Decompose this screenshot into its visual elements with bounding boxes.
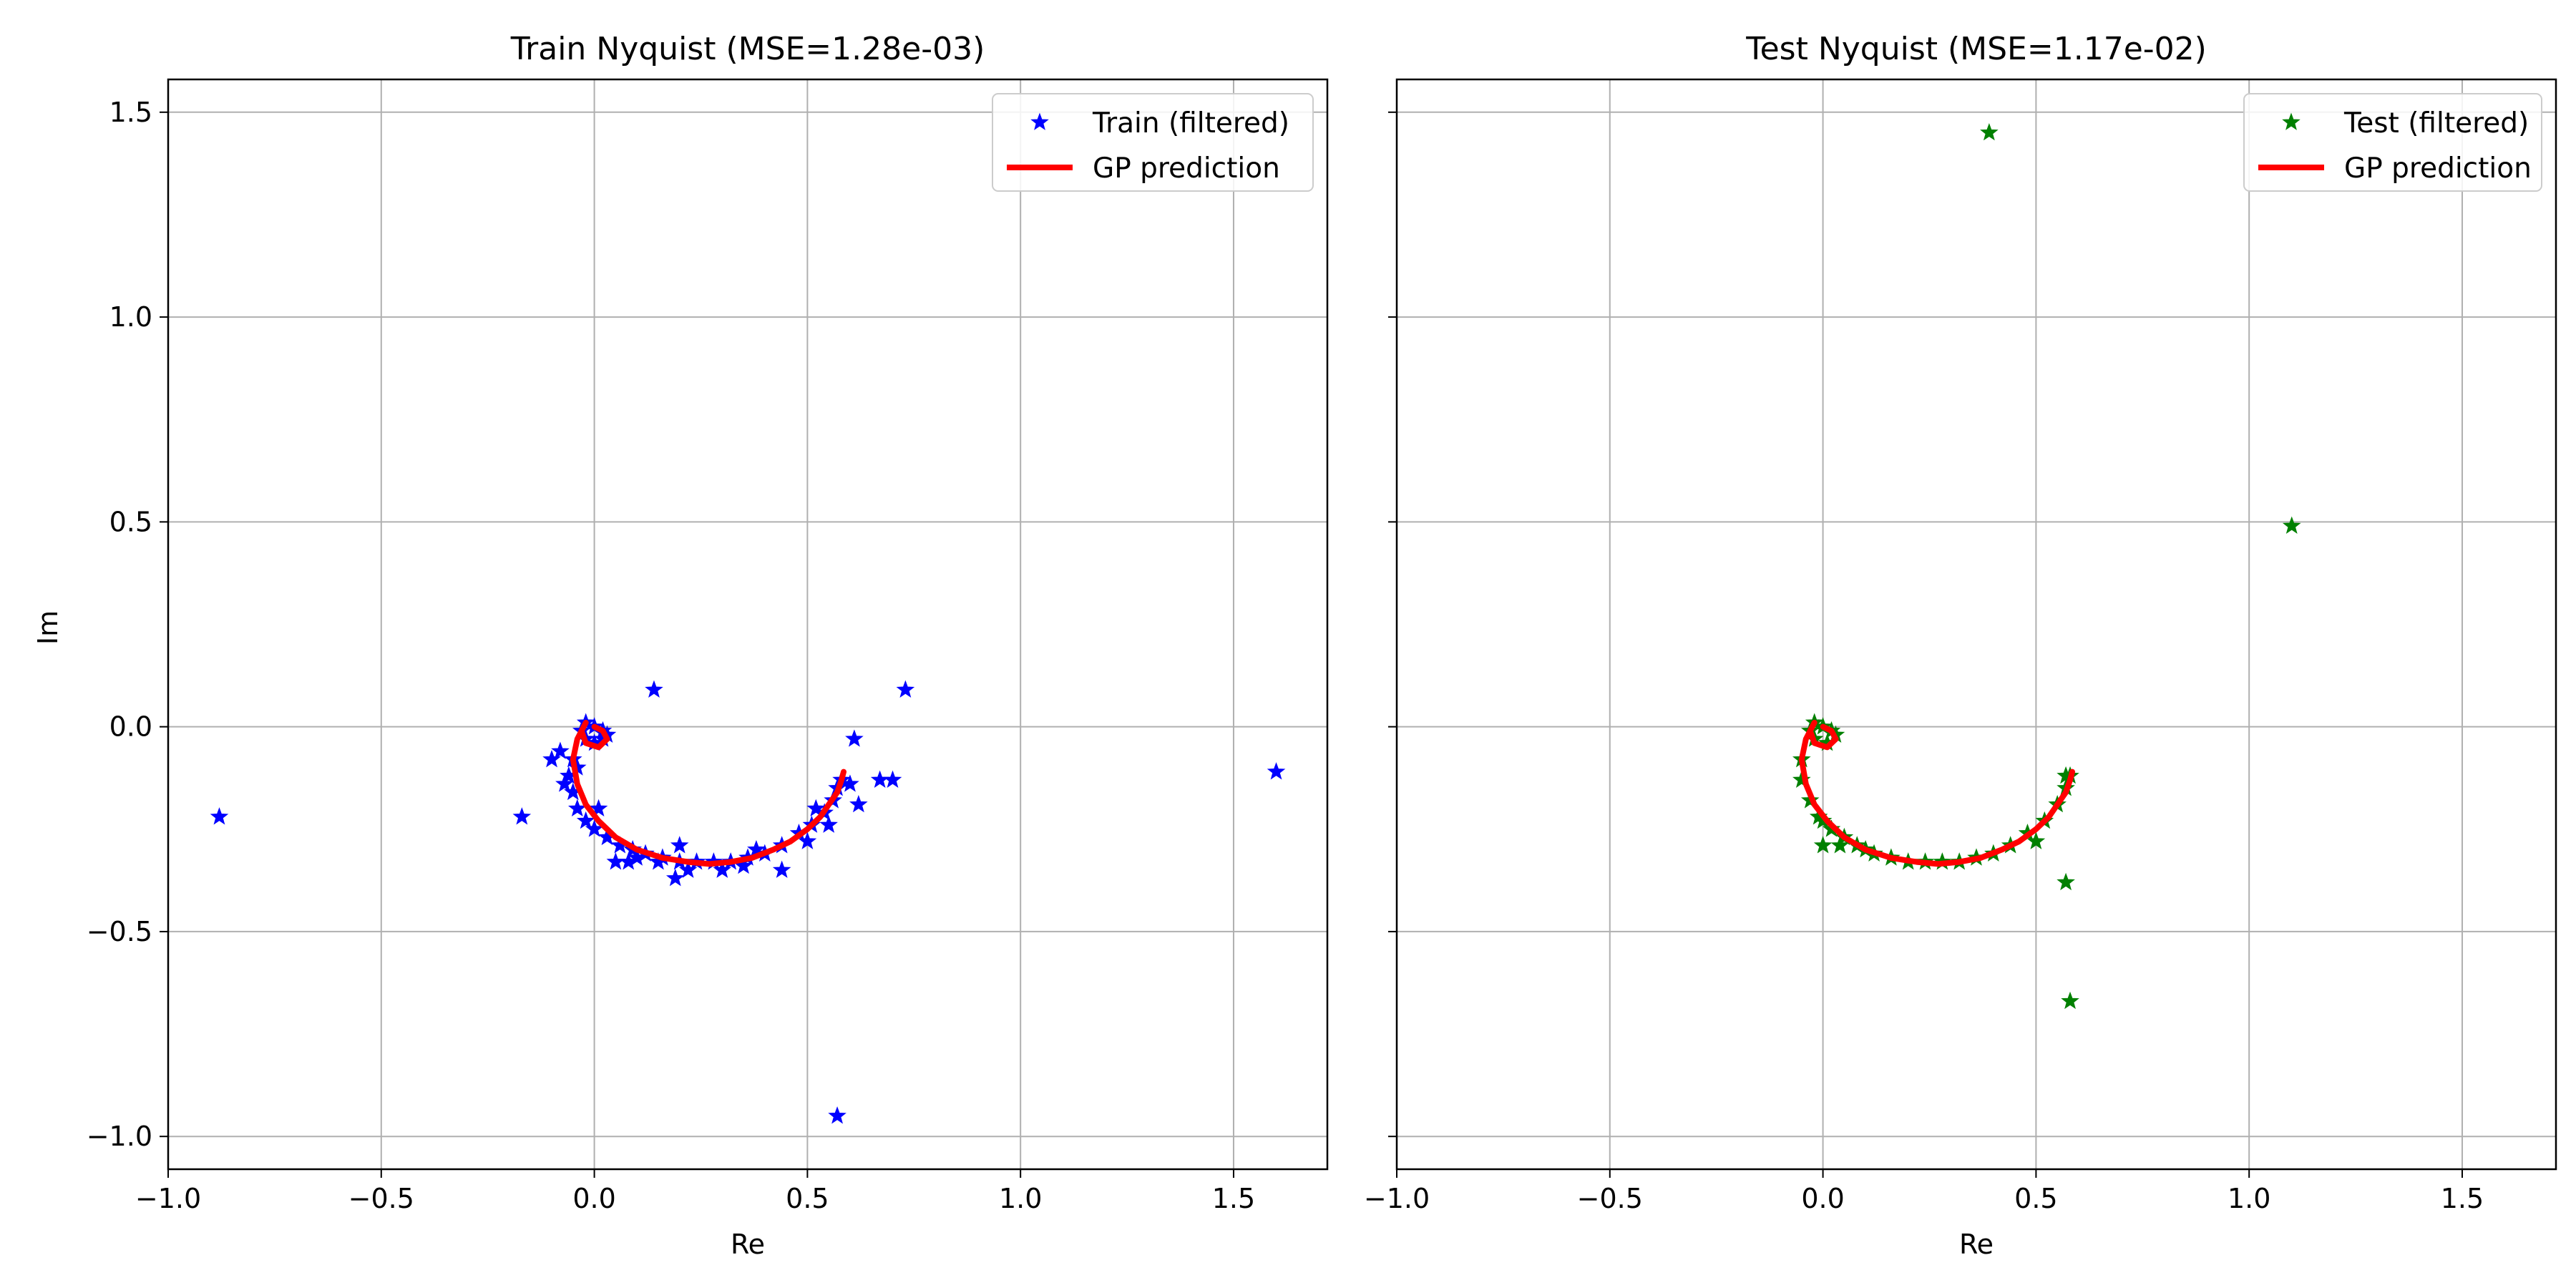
test-x-tick-label: −0.5: [1577, 1183, 1643, 1214]
train-data-point: [576, 811, 595, 829]
train-x-tick-label: −1.0: [135, 1183, 201, 1214]
train-data-point: [670, 836, 689, 854]
train-grid: [167, 79, 1327, 1169]
train-y-tick-label: −1.0: [87, 1121, 152, 1152]
train-data-point: [713, 860, 732, 878]
train-nyquist-panel: Train Nyquist (MSE=1.28e-03) Re Im −1.0 −…: [32, 31, 1329, 1260]
train-x-tick-label: 0.5: [786, 1183, 829, 1214]
test-plot-area: [1792, 122, 2301, 1010]
train-data-point: [628, 848, 646, 866]
train-legend-label: Train (filtered): [1092, 107, 1289, 140]
test-data-point: [2026, 831, 2046, 849]
test-data-point: [2282, 516, 2301, 534]
test-data-point: [1813, 836, 1833, 854]
train-data-point: [589, 799, 608, 817]
test-legend-marker-handle: [2282, 112, 2301, 130]
train-data-point: [210, 807, 229, 825]
train-data-point: [665, 869, 685, 887]
train-y-tick-label: 1.5: [109, 97, 152, 128]
train-data-point: [645, 680, 663, 698]
train-legend-marker-handle: [1030, 112, 1049, 130]
test-nyquist-panel: Test Nyquist (MSE=1.17e-02) Re −1.0 −0.5 0…: [1364, 31, 2557, 1260]
train-data-point: [798, 831, 817, 849]
train-data-point: [678, 860, 698, 878]
test-axes-frame: [1395, 78, 2557, 1171]
train-legend: Train (filtered) GP prediction: [992, 93, 1314, 192]
train-x-tick-label: 1.5: [1212, 1183, 1255, 1214]
train-x-tick-label: 0.0: [572, 1183, 615, 1214]
train-data-point: [849, 794, 868, 813]
test-data-point: [1980, 122, 1999, 141]
test-chart-title: Test Nyquist (MSE=1.17e-02): [1745, 31, 2207, 67]
test-data-point: [2057, 872, 2075, 891]
train-data-point: [1267, 762, 1286, 780]
train-data-point: [883, 770, 902, 788]
test-x-tick-label: 0.5: [2014, 1183, 2057, 1214]
test-x-axis-label: Re: [1959, 1229, 1994, 1260]
train-data-point: [806, 799, 826, 817]
train-x-tick-label: 1.0: [999, 1183, 1042, 1214]
train-data-point: [772, 860, 791, 878]
train-data-point: [828, 1106, 847, 1124]
train-y-tick-label: 0.0: [109, 711, 152, 743]
train-axes-frame: [167, 78, 1329, 1171]
train-x-tick-label: −0.5: [348, 1183, 414, 1214]
test-data-point: [1792, 770, 1811, 788]
train-plot-area: [210, 680, 1286, 1124]
train-gp-prediction-line: [570, 719, 847, 867]
test-x-tick-label: 0.0: [1801, 1183, 1844, 1214]
train-data-point: [896, 680, 915, 698]
train-y-tick-label: 1.0: [109, 301, 152, 333]
test-data-point: [1830, 836, 1850, 854]
train-legend-label: GP prediction: [1093, 152, 1280, 185]
train-chart-title: Train Nyquist (MSE=1.28e-03): [510, 31, 985, 67]
test-x-tick-label: 1.0: [2228, 1183, 2270, 1214]
train-data-point: [555, 774, 574, 792]
test-x-tick-label: 1.5: [2441, 1183, 2484, 1214]
train-data-point: [542, 749, 561, 768]
test-legend-label: GP prediction: [2344, 152, 2532, 185]
test-legend: Test (filtered) GP prediction: [2243, 93, 2542, 192]
test-gp-prediction-line: [1798, 719, 2075, 867]
train-y-tick-label: −0.5: [87, 916, 152, 947]
train-data-point: [551, 741, 570, 759]
test-x-tick-label: −1.0: [1364, 1183, 1430, 1214]
train-x-axis-label: Re: [731, 1229, 765, 1260]
train-y-axis-label: Im: [32, 610, 64, 645]
train-data-point: [845, 729, 864, 747]
train-y-tick-label: 0.5: [109, 506, 152, 537]
test-data-point: [2061, 991, 2079, 1010]
train-data-point: [512, 807, 532, 825]
train-data-point: [819, 815, 838, 833]
test-legend-label: Test (filtered): [2343, 107, 2529, 140]
